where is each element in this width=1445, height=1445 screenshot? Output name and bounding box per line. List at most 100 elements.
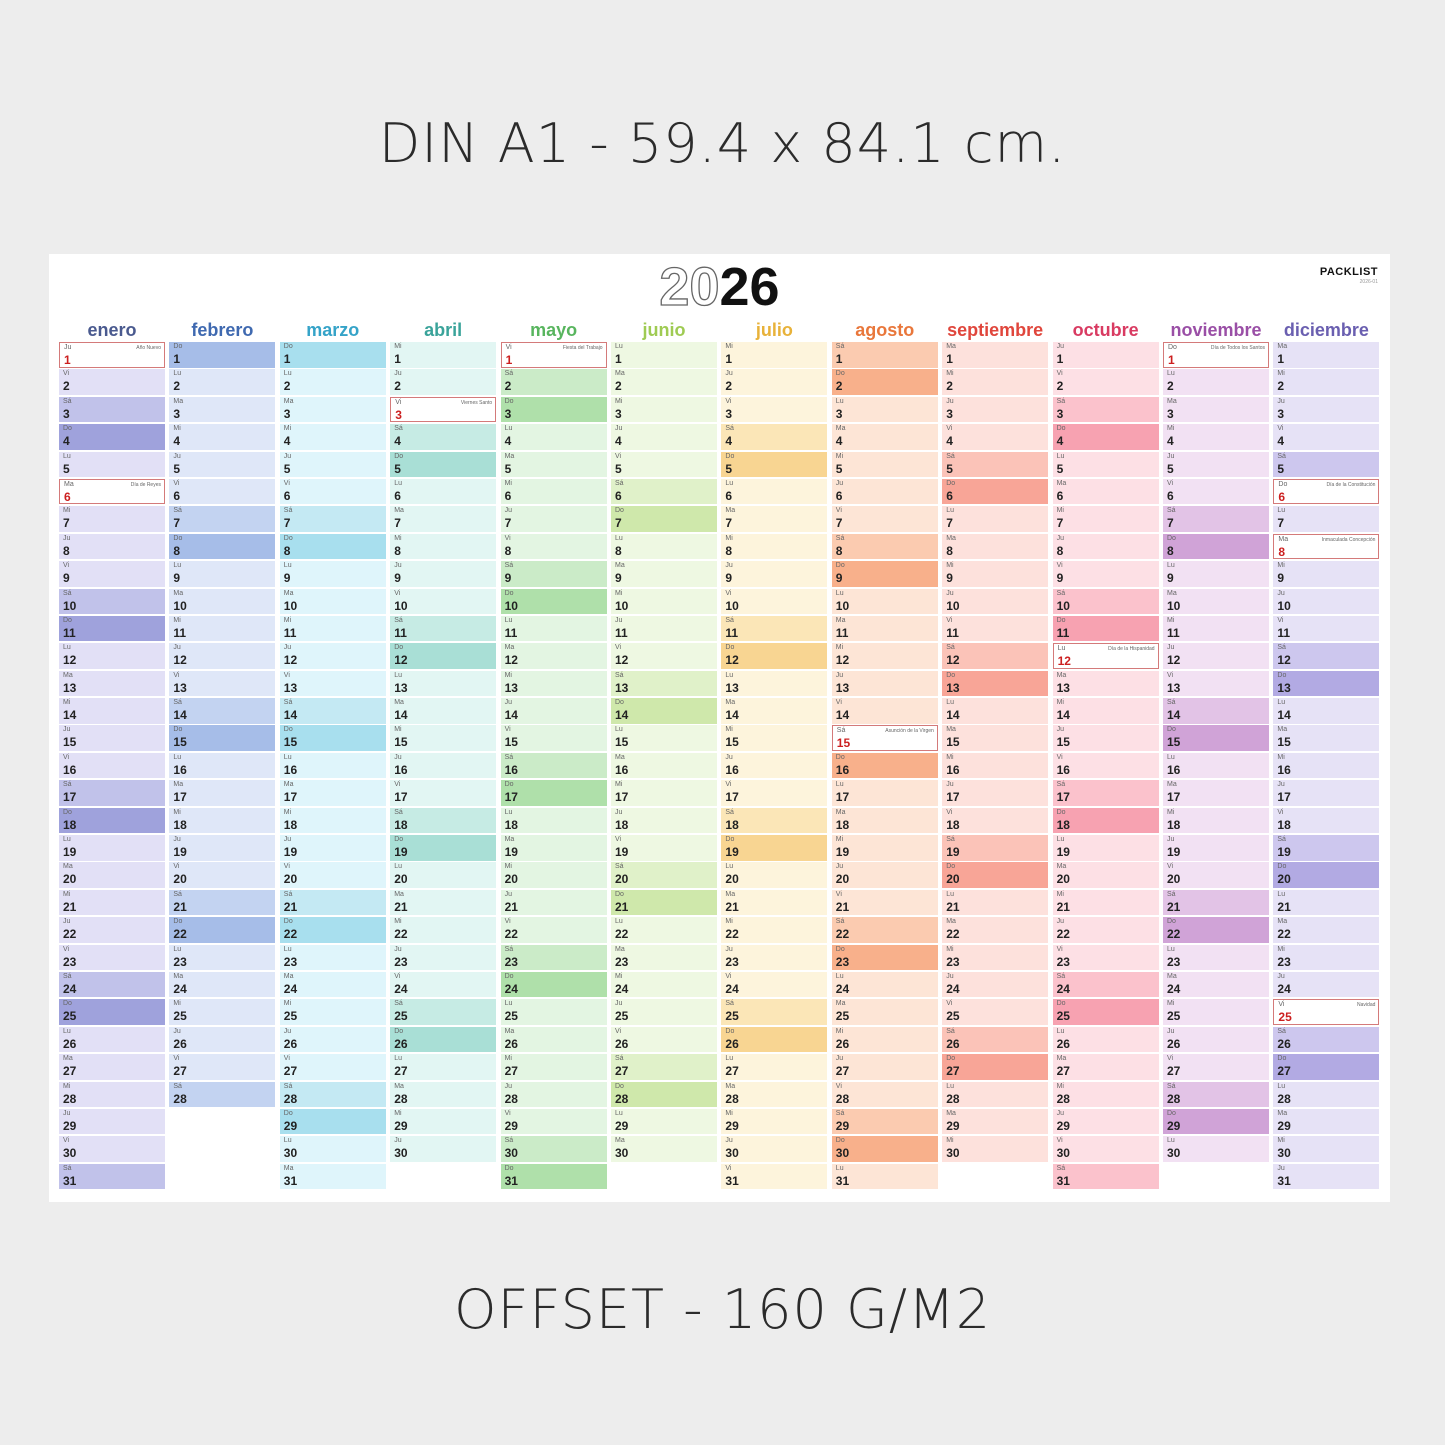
day-cell[interactable]: Do 19 bbox=[721, 835, 828, 861]
day-cell[interactable]: Ma 10 bbox=[169, 588, 276, 615]
day-cell[interactable]: Do 11 bbox=[1052, 615, 1159, 642]
day-cell[interactable]: Sá 26 bbox=[1273, 1026, 1380, 1053]
day-cell[interactable]: Mi 29 bbox=[721, 1108, 828, 1135]
day-cell[interactable]: Ma 14 bbox=[721, 698, 828, 724]
day-cell[interactable]: Vi 17 bbox=[390, 780, 497, 806]
day-cell[interactable]: Vi 24 bbox=[390, 971, 497, 998]
day-cell[interactable]: Sá 9 bbox=[500, 561, 607, 587]
day-cell[interactable]: Sá 11 bbox=[721, 615, 828, 642]
day-cell[interactable]: Sá 1 bbox=[831, 342, 938, 368]
day-cell[interactable]: Vi 27 bbox=[169, 1054, 276, 1080]
day-cell[interactable]: Ju 6 bbox=[831, 478, 938, 505]
day-cell[interactable]: Mi 25 bbox=[169, 999, 276, 1025]
day-cell[interactable]: Mi 13 bbox=[500, 670, 607, 697]
day-cell[interactable]: Vi 4 bbox=[942, 424, 1049, 450]
day-cell[interactable]: Mi 25 bbox=[1163, 999, 1269, 1025]
day-cell[interactable]: Ma 6 bbox=[1052, 478, 1159, 505]
day-cell[interactable]: Ju 11 bbox=[611, 615, 717, 642]
day-cell[interactable]: Sá 30 bbox=[500, 1136, 607, 1162]
day-cell[interactable]: Vi 6 bbox=[1163, 478, 1269, 505]
day-cell[interactable]: Mi 8 bbox=[721, 533, 828, 560]
day-cell[interactable]: Sá 10 bbox=[1052, 588, 1159, 615]
day-cell[interactable]: Ju 7 bbox=[500, 506, 607, 532]
day-cell[interactable]: Do 25 bbox=[1052, 999, 1159, 1025]
day-cell[interactable]: Ju 31 bbox=[1273, 1163, 1380, 1190]
day-cell[interactable]: Lu 2 bbox=[169, 369, 276, 395]
day-cell[interactable]: Vi 31 bbox=[721, 1163, 828, 1190]
day-cell[interactable]: Lu 6 bbox=[721, 478, 828, 505]
day-cell[interactable]: Vi 27 bbox=[279, 1054, 386, 1080]
day-cell[interactable]: Ju 29 bbox=[1052, 1108, 1159, 1135]
day-cell[interactable]: Lu 17 bbox=[831, 780, 938, 806]
day-cell[interactable]: Sá 18 bbox=[721, 807, 828, 834]
day-cell[interactable]: Sá 28 bbox=[1163, 1081, 1269, 1108]
day-cell[interactable]: Vi 30 bbox=[1052, 1136, 1159, 1162]
day-cell[interactable]: Lu 12 Día de la Hispanidad bbox=[1052, 643, 1159, 669]
day-cell[interactable]: Vi 25 Navidad bbox=[1273, 999, 1380, 1025]
day-cell[interactable]: Ma 24 bbox=[1163, 971, 1269, 998]
day-cell[interactable]: Ju 4 bbox=[611, 424, 717, 450]
day-cell[interactable]: Sá 27 bbox=[611, 1054, 717, 1080]
day-cell[interactable]: Vi 22 bbox=[500, 917, 607, 943]
day-cell[interactable]: Ju 3 bbox=[942, 396, 1049, 423]
day-cell[interactable]: Lu 18 bbox=[500, 807, 607, 834]
day-cell[interactable]: Ju 8 bbox=[1052, 533, 1159, 560]
day-cell[interactable]: Vi 17 bbox=[721, 780, 828, 806]
day-cell[interactable]: Lu 25 bbox=[500, 999, 607, 1025]
day-cell[interactable]: Mi 14 bbox=[59, 698, 165, 724]
day-cell[interactable]: Do 17 bbox=[500, 780, 607, 806]
day-cell[interactable]: Ju 28 bbox=[500, 1081, 607, 1108]
day-cell[interactable]: Vi 2 bbox=[1052, 369, 1159, 395]
day-cell[interactable]: Ma 25 bbox=[831, 999, 938, 1025]
day-cell[interactable]: Lu 5 bbox=[1052, 451, 1159, 478]
day-cell[interactable]: Do 8 bbox=[1163, 533, 1269, 560]
day-cell[interactable]: Lu 27 bbox=[390, 1054, 497, 1080]
day-cell[interactable]: Lu 20 bbox=[721, 862, 828, 888]
day-cell[interactable]: Ju 12 bbox=[169, 643, 276, 669]
day-cell[interactable]: Do 23 bbox=[831, 944, 938, 971]
day-cell[interactable]: Lu 2 bbox=[279, 369, 386, 395]
day-cell[interactable]: Lu 9 bbox=[279, 561, 386, 587]
day-cell[interactable]: Ju 15 bbox=[59, 725, 165, 751]
day-cell[interactable]: Ju 8 bbox=[59, 533, 165, 560]
day-cell[interactable]: Do 15 bbox=[169, 725, 276, 751]
day-cell[interactable]: Do 22 bbox=[169, 917, 276, 943]
day-cell[interactable]: Mi 29 bbox=[390, 1108, 497, 1135]
day-cell[interactable]: Ju 17 bbox=[942, 780, 1049, 806]
day-cell[interactable]: Ju 18 bbox=[611, 807, 717, 834]
day-cell[interactable]: Ju 22 bbox=[59, 917, 165, 943]
day-cell[interactable]: Lu 23 bbox=[279, 944, 386, 971]
day-cell[interactable]: Vi 25 bbox=[942, 999, 1049, 1025]
day-cell[interactable]: Ju 20 bbox=[831, 862, 938, 888]
day-cell[interactable]: Mi 19 bbox=[831, 835, 938, 861]
day-cell[interactable]: Sá 14 bbox=[279, 698, 386, 724]
day-cell[interactable]: Do 30 bbox=[831, 1136, 938, 1162]
day-cell[interactable]: Sá 24 bbox=[1052, 971, 1159, 998]
day-cell[interactable]: Ma 11 bbox=[831, 615, 938, 642]
day-cell[interactable]: Ma 15 bbox=[1273, 725, 1380, 751]
day-cell[interactable]: Ju 1 Año Nuevo bbox=[59, 342, 165, 368]
day-cell[interactable]: Sá 12 bbox=[942, 643, 1049, 669]
day-cell[interactable]: Sá 28 bbox=[279, 1081, 386, 1108]
day-cell[interactable]: Sá 5 bbox=[1273, 451, 1380, 478]
day-cell[interactable]: Mi 24 bbox=[611, 971, 717, 998]
day-cell[interactable]: Vi 9 bbox=[59, 561, 165, 587]
day-cell[interactable]: Ma 4 bbox=[831, 424, 938, 450]
day-cell[interactable]: Do 13 bbox=[942, 670, 1049, 697]
day-cell[interactable]: Ma 1 bbox=[942, 342, 1049, 368]
day-cell[interactable]: Sá 5 bbox=[942, 451, 1049, 478]
day-cell[interactable]: Sá 29 bbox=[831, 1108, 938, 1135]
day-cell[interactable]: Vi 4 bbox=[1273, 424, 1380, 450]
day-cell[interactable]: Ju 23 bbox=[721, 944, 828, 971]
day-cell[interactable]: Mi 2 bbox=[942, 369, 1049, 395]
day-cell[interactable]: Ma 18 bbox=[831, 807, 938, 834]
day-cell[interactable]: Ju 30 bbox=[721, 1136, 828, 1162]
day-cell[interactable]: Sá 7 bbox=[1163, 506, 1269, 532]
day-cell[interactable]: Mi 22 bbox=[721, 917, 828, 943]
day-cell[interactable]: Lu 6 bbox=[390, 478, 497, 505]
day-cell[interactable]: Do 3 bbox=[500, 396, 607, 423]
day-cell[interactable]: Mi 9 bbox=[942, 561, 1049, 587]
day-cell[interactable]: Do 22 bbox=[1163, 917, 1269, 943]
day-cell[interactable]: Mi 15 bbox=[721, 725, 828, 751]
day-cell[interactable]: Vi 7 bbox=[831, 506, 938, 532]
